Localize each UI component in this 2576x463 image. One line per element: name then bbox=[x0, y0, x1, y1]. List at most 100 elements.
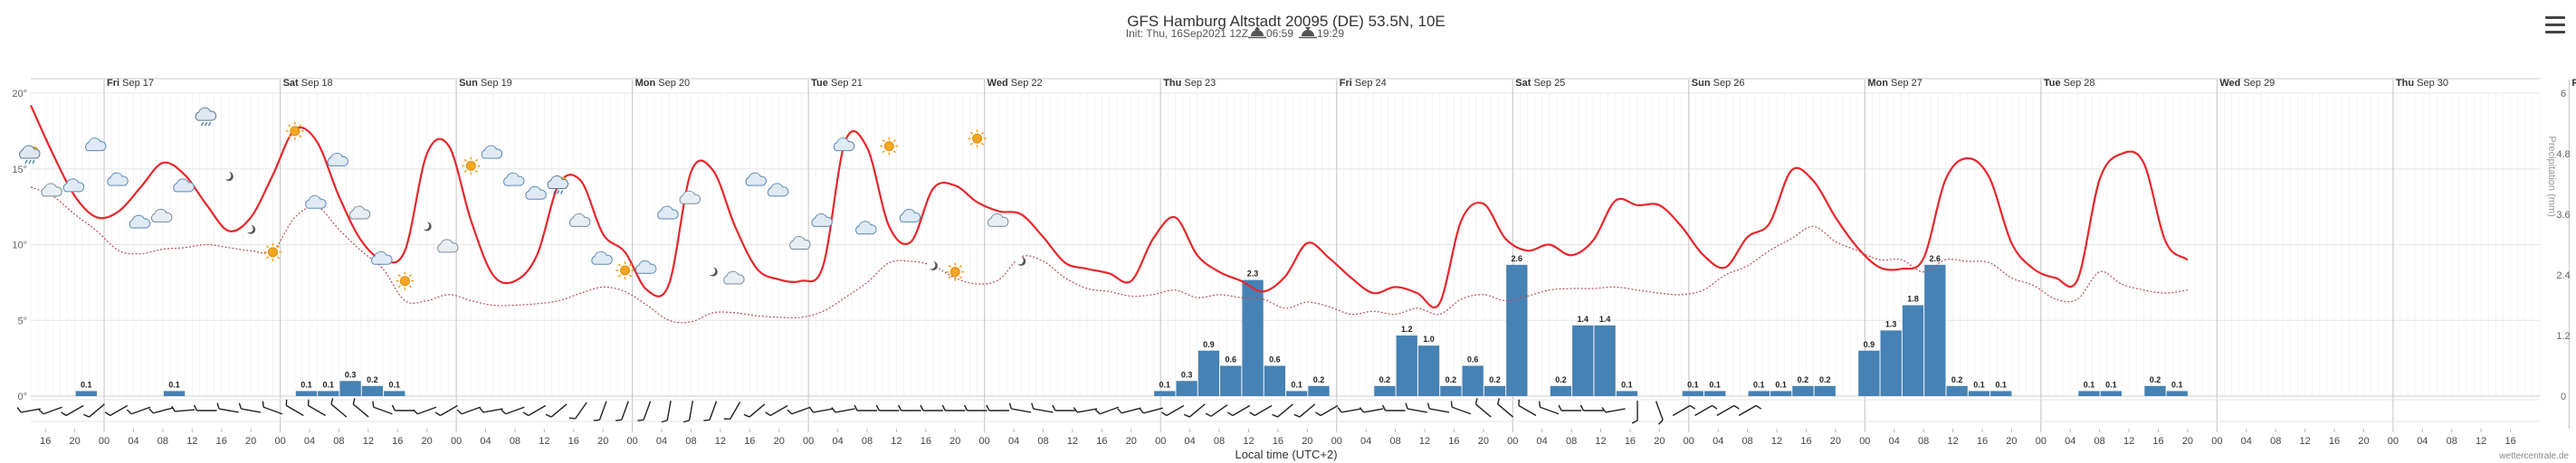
y-tick-right: 3.6 bbox=[2556, 210, 2570, 221]
hamburger-menu-button[interactable] bbox=[2545, 16, 2565, 34]
cloud-icon bbox=[745, 172, 767, 186]
moon-cut bbox=[244, 224, 253, 233]
precip-bar bbox=[1550, 385, 1572, 396]
wind-shaft bbox=[1011, 408, 1032, 413]
wind-shaft bbox=[461, 406, 481, 415]
wind-shaft bbox=[709, 401, 718, 420]
wind-feather bbox=[501, 409, 507, 415]
wind-barb bbox=[1052, 404, 1075, 411]
precip-bar bbox=[1484, 385, 1506, 396]
wind-feather bbox=[1558, 404, 1562, 411]
x-tick-label: 00 bbox=[979, 436, 990, 447]
precip-label: 0.1 bbox=[1973, 380, 1985, 389]
wind-barb bbox=[38, 406, 62, 415]
wind-feather bbox=[61, 411, 67, 417]
credit-label[interactable]: wettercentrale.de bbox=[2498, 451, 2569, 461]
wind-shaft bbox=[598, 401, 607, 420]
wind-barb bbox=[1031, 402, 1054, 413]
cloud-shape bbox=[107, 172, 129, 186]
x-tick-label: 00 bbox=[1507, 436, 1518, 447]
wind-shaft bbox=[131, 406, 151, 415]
precip-bar bbox=[1396, 335, 1417, 396]
wind-feather bbox=[412, 409, 418, 415]
wind-barb bbox=[963, 404, 987, 411]
x-tick-label: 12 bbox=[2476, 436, 2486, 447]
sunrise-icon bbox=[1248, 26, 1266, 39]
cloud-icon bbox=[107, 172, 129, 186]
wind-shaft bbox=[1166, 404, 1185, 417]
wind-barb bbox=[743, 403, 766, 418]
wind-feather bbox=[1579, 404, 1585, 411]
wind-barb bbox=[637, 401, 652, 421]
precip-bar bbox=[1814, 385, 1836, 396]
wind-barb bbox=[285, 399, 304, 417]
wind-shaft bbox=[308, 404, 326, 417]
x-tick-label: 12 bbox=[539, 436, 549, 447]
night-cloud-icon bbox=[437, 239, 459, 253]
precip-label: 0.9 bbox=[1864, 340, 1875, 349]
precip-bar bbox=[1858, 350, 1880, 396]
wind-feather bbox=[765, 411, 771, 417]
y-tick-left: 5° bbox=[17, 316, 27, 326]
sun-icon bbox=[946, 262, 965, 281]
x-tick-label: 16 bbox=[1800, 436, 1811, 447]
wind-feather bbox=[1733, 404, 1740, 410]
y-tick-left: 20° bbox=[12, 89, 27, 99]
cloud-sun-rain-icon bbox=[547, 175, 569, 194]
wind-feather bbox=[787, 409, 793, 415]
x-tick-label: 08 bbox=[1389, 436, 1400, 447]
y-tick-left: 0° bbox=[17, 392, 27, 402]
precip-bar bbox=[2100, 391, 2122, 396]
cloud-shape bbox=[305, 194, 327, 209]
sunset-time: 19:29 bbox=[1317, 27, 1344, 40]
wind-feather bbox=[1631, 420, 1638, 424]
night-cloud-icon bbox=[987, 213, 1009, 227]
rain-drop bbox=[32, 159, 35, 165]
wind-feather bbox=[216, 402, 220, 410]
wind-barb bbox=[1538, 401, 1560, 415]
x-tick-label: 00 bbox=[2388, 436, 2399, 447]
precip-bar bbox=[1417, 345, 1440, 396]
sun-disc bbox=[883, 141, 894, 152]
day-label: Wed Sep 29 bbox=[2219, 78, 2275, 89]
wind-barb bbox=[1272, 403, 1293, 418]
wind-feather bbox=[1337, 407, 1342, 413]
sun-ray bbox=[474, 158, 478, 163]
temperature-lines bbox=[29, 104, 2189, 324]
wind-feather bbox=[1183, 413, 1190, 418]
night-cloud-icon bbox=[679, 190, 701, 204]
night-cloud-icon bbox=[789, 236, 811, 250]
cloud-icon bbox=[62, 178, 85, 193]
precip-bar bbox=[1308, 385, 1330, 396]
sun-icon bbox=[462, 156, 481, 175]
wind-feather bbox=[307, 399, 310, 406]
wind-shaft bbox=[813, 408, 834, 413]
wind-barbs bbox=[16, 398, 2540, 425]
precip-label: 2.6 bbox=[1930, 254, 1942, 263]
wind-barb bbox=[808, 407, 834, 413]
precip-label: 0.2 bbox=[367, 375, 378, 384]
cloud-shape bbox=[85, 137, 107, 152]
wind-shaft bbox=[1210, 404, 1228, 417]
x-tick-label: 08 bbox=[1566, 436, 1577, 447]
precip-bar bbox=[1924, 264, 1946, 396]
x-tick-label: 16 bbox=[744, 436, 755, 447]
cloud-icon bbox=[767, 183, 789, 197]
cloud-icon bbox=[899, 208, 921, 222]
wind-feather bbox=[330, 398, 334, 405]
cloud-icon bbox=[327, 152, 348, 166]
precip-label: 0.1 bbox=[1709, 380, 1721, 389]
precip-bar bbox=[1572, 325, 1594, 396]
wind-shaft bbox=[330, 403, 348, 418]
wind-feather bbox=[831, 407, 836, 413]
sun-ray bbox=[397, 274, 401, 278]
cloud-shape bbox=[833, 137, 855, 152]
wind-feather bbox=[171, 405, 176, 412]
sun-ray bbox=[980, 142, 985, 146]
precip-bar bbox=[1968, 391, 1990, 396]
wind-barb bbox=[16, 407, 41, 413]
wind-shaft bbox=[1451, 406, 1472, 415]
wind-barb bbox=[703, 401, 718, 421]
precip-bar bbox=[1242, 279, 1264, 396]
sun-ray bbox=[408, 274, 413, 278]
